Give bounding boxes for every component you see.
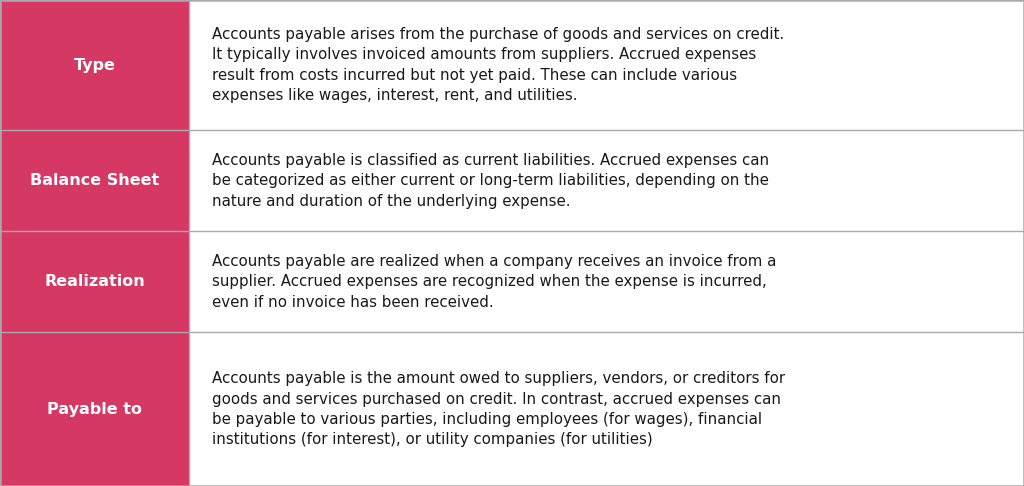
- Bar: [189, 231, 1024, 332]
- Bar: [0, 130, 189, 231]
- Text: Accounts payable are realized when a company receives an invoice from a
supplier: Accounts payable are realized when a com…: [212, 254, 776, 310]
- Bar: [189, 332, 1024, 486]
- Text: Balance Sheet: Balance Sheet: [30, 174, 160, 188]
- Bar: [189, 0, 1024, 130]
- Bar: [0, 231, 189, 332]
- Bar: [0, 0, 189, 130]
- Bar: [189, 130, 1024, 231]
- Text: Realization: Realization: [44, 275, 145, 289]
- Text: Accounts payable is the amount owed to suppliers, vendors, or creditors for
good: Accounts payable is the amount owed to s…: [212, 371, 785, 447]
- Text: Payable to: Payable to: [47, 402, 142, 417]
- Text: Type: Type: [74, 58, 116, 72]
- Text: Accounts payable is classified as current liabilities. Accrued expenses can
be c: Accounts payable is classified as curren…: [212, 153, 769, 208]
- Text: Accounts payable arises from the purchase of goods and services on credit.
It ty: Accounts payable arises from the purchas…: [212, 27, 784, 103]
- Bar: [0, 332, 189, 486]
